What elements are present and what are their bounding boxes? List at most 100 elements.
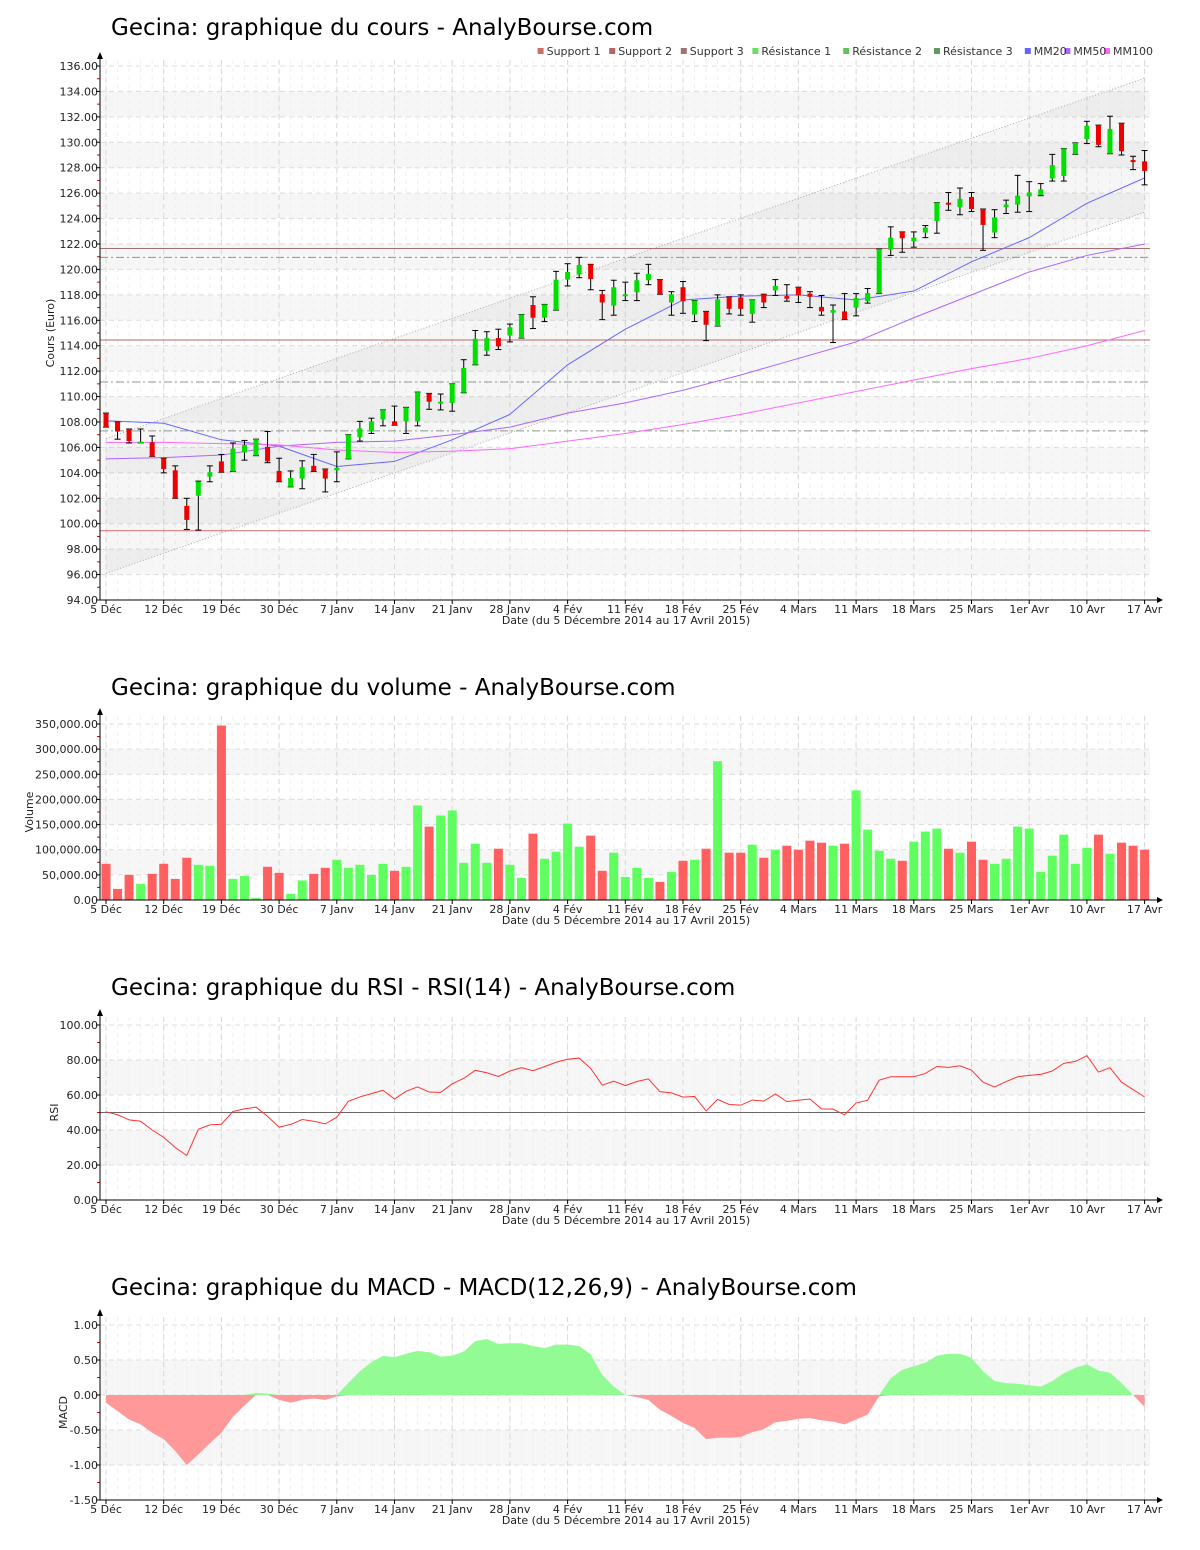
volume-bar [620, 876, 630, 900]
volume-bar [1059, 834, 1069, 900]
x-tick-label: 1er Avr [1009, 1203, 1049, 1216]
candlestick [241, 439, 248, 461]
candle-body-up [403, 407, 409, 422]
candlestick [172, 465, 179, 499]
x-tick-label: 25 Fév [722, 1203, 759, 1216]
background-band [100, 549, 1150, 575]
x-tick-label: 25 Mars [950, 1203, 994, 1216]
volume-bar [874, 850, 884, 900]
y-tick-label: 0.00 [74, 894, 99, 907]
candle-body-up [484, 338, 490, 351]
x-tick-label: 30 Déc [260, 1203, 299, 1216]
candlestick [772, 279, 779, 296]
volume-bar [563, 823, 573, 900]
volume-bar [793, 849, 803, 900]
legend-label: MM100 [1113, 45, 1153, 58]
candle-body-down [761, 294, 767, 303]
y-tick-label: 106.00 [60, 441, 99, 454]
x-tick-label: 19 Déc [202, 1203, 241, 1216]
candlestick [345, 434, 352, 460]
volume-bar [805, 840, 815, 900]
candle-body-up [853, 298, 859, 308]
candlestick [506, 323, 513, 343]
candlestick [564, 263, 571, 287]
candlestick [945, 192, 952, 211]
candlestick [229, 442, 236, 473]
x-tick-label: 25 Mars [950, 603, 994, 616]
candle-body-down [426, 393, 432, 402]
x-tick-label: 19 Déc [202, 903, 241, 916]
candle-body-up [461, 367, 467, 393]
x-tick-label: 10 Avr [1069, 903, 1105, 916]
volume-bar [228, 878, 238, 900]
candlestick [991, 209, 998, 239]
macd-chart: -1.50 -1.00 -0.50 0.00 0.50 1.00 5 Déc 12 Déc 19… [57, 1275, 1163, 1527]
volume-bar [643, 877, 653, 900]
volume-bar [1140, 849, 1150, 900]
x-axis-title: Date (du 5 Décembre 2014 au 17 Avril 201… [502, 914, 750, 927]
y-tick-label: 40.00 [67, 1124, 99, 1137]
candle-body-down [980, 209, 986, 225]
x-tick-label: 4 Mars [780, 903, 817, 916]
candlestick [910, 231, 917, 248]
candle-body-up [934, 202, 940, 222]
candlestick [864, 288, 871, 304]
x-tick-label: 1er Avr [1009, 603, 1049, 616]
y-axis-title: RSI [48, 1104, 61, 1122]
candle-body-down [784, 296, 790, 299]
volume-bar [1093, 834, 1103, 900]
candlestick [714, 294, 721, 327]
volume-bar [1105, 853, 1115, 900]
candle-body-down [172, 470, 178, 499]
candle-body-up [288, 477, 294, 487]
x-tick-label: 7 Janv [320, 603, 354, 616]
volume-bar [967, 841, 976, 900]
volume-bar [920, 831, 930, 900]
candle-body-up [1107, 128, 1113, 154]
volume-bar [424, 826, 434, 900]
x-tick-label: 5 Déc [90, 1203, 122, 1216]
y-tick-label: -0.50 [70, 1424, 98, 1437]
candle-body-up [565, 271, 571, 280]
volume-bar [378, 863, 388, 900]
candlestick [853, 293, 860, 317]
y-tick-label: 350,000.00 [35, 718, 98, 731]
x-tick-label: 21 Janv [432, 603, 473, 616]
volume-bar [447, 810, 457, 900]
candle-body-up [749, 299, 755, 314]
y-axis-arrow-icon [97, 1309, 103, 1316]
candlestick [830, 304, 837, 344]
volume-bar [701, 848, 711, 900]
x-tick-label: 19 Déc [202, 603, 241, 616]
candle-body-up [1084, 125, 1090, 140]
x-tick-label: 21 Janv [432, 1203, 473, 1216]
candlestick [610, 279, 617, 316]
candle-body-down [1142, 161, 1148, 171]
volume-bar [759, 857, 769, 900]
x-tick-label: 11 Fév [607, 603, 644, 616]
volume-bar [251, 897, 261, 900]
x-tick-label: 12 Déc [144, 1503, 183, 1516]
volume-bar [840, 843, 850, 900]
volume-bar [170, 878, 180, 900]
y-tick-label: 116.00 [60, 314, 99, 327]
volume-bar [459, 862, 469, 900]
volume-bar [713, 761, 723, 900]
candlestick [183, 497, 190, 530]
volume-bar [897, 860, 907, 900]
volume-bar [1047, 855, 1057, 900]
candle-body-down [1119, 123, 1125, 152]
volume-bar [609, 852, 619, 900]
x-tick-label: 11 Mars [834, 903, 878, 916]
x-tick-label: 10 Avr [1069, 1503, 1105, 1516]
x-tick-label: 14 Janv [374, 903, 415, 916]
candlestick [1072, 142, 1079, 155]
x-axis-title: Date (du 5 Décembre 2014 au 17 Avril 201… [502, 614, 750, 627]
volume-bar [1128, 845, 1138, 900]
candle-body-up [957, 198, 963, 208]
x-axis-title: Date (du 5 Décembre 2014 au 17 Avril 201… [502, 1514, 750, 1527]
y-tick-label: -1.50 [70, 1494, 98, 1507]
volume-bar [597, 870, 607, 900]
mm50-line [105, 243, 1145, 460]
volume-bar [505, 864, 515, 900]
